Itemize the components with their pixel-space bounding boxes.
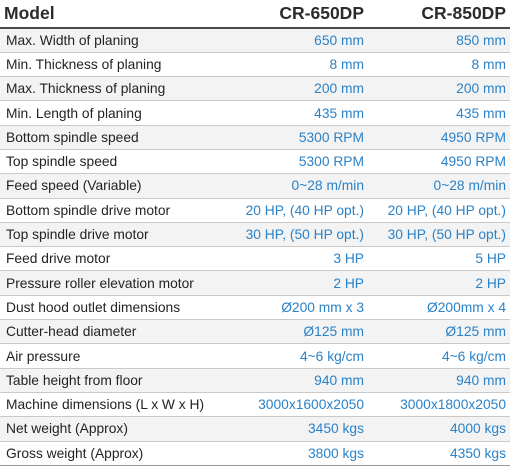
header-model-label: Model bbox=[0, 0, 218, 29]
table-row: Air pressure 4~6 kg/cm 4~6 kg/cm bbox=[0, 343, 510, 369]
spec-value-cr-850dp: 4000 kgs bbox=[368, 416, 510, 442]
spec-value-cr-650dp: 2 HP bbox=[218, 270, 368, 296]
spec-label: Bottom spindle drive motor bbox=[0, 198, 218, 223]
spec-label: Feed drive motor bbox=[0, 246, 218, 272]
spec-value-cr-850dp: 4950 RPM bbox=[368, 149, 510, 175]
spec-label: Feed speed (Variable) bbox=[0, 173, 218, 199]
spec-value-cr-850dp: 2 HP bbox=[368, 270, 510, 296]
spec-label: Net weight (Approx) bbox=[0, 416, 218, 442]
table-row: Feed speed (Variable) 0~28 m/min 0~28 m/mi… bbox=[0, 173, 510, 199]
header-model-cr-850dp: CR-850DP bbox=[368, 0, 510, 29]
table-row: Top spindle speed 5300 RPM 4950 RPM bbox=[0, 149, 510, 175]
spec-value-cr-850dp: 20 HP, (40 HP opt.) bbox=[368, 198, 510, 223]
spec-label: Air pressure bbox=[0, 343, 218, 369]
spec-value-cr-850dp: 5 HP bbox=[368, 246, 510, 272]
spec-value-cr-850dp: 435 mm bbox=[368, 100, 510, 126]
spec-value-cr-850dp: Ø200mm x 4 bbox=[368, 295, 510, 321]
spec-value-cr-650dp: 8 mm bbox=[218, 52, 368, 78]
spec-value-cr-650dp: 3800 kgs bbox=[218, 441, 368, 466]
table-row: Machine dimensions (L x W x H) 3000x1600x… bbox=[0, 392, 510, 418]
header-row: Model CR-650DP CR-850DP bbox=[0, 0, 510, 29]
table-row: Min. Thickness of planing 8 mm 8 mm bbox=[0, 52, 510, 78]
spec-value-cr-650dp: 30 HP, (50 HP opt.) bbox=[218, 222, 368, 248]
spec-value-cr-650dp: 3 HP bbox=[218, 246, 368, 272]
spec-value-cr-650dp: 5300 RPM bbox=[218, 125, 368, 150]
table-row: Bottom spindle speed 5300 RPM 4950 RPM bbox=[0, 125, 510, 150]
spec-label: Max. Thickness of planing bbox=[0, 76, 218, 102]
spec-table-body: Max. Width of planing 650 mm 850 mm Min. Th… bbox=[0, 28, 510, 466]
spec-label: Cutter-head diameter bbox=[0, 319, 218, 345]
spec-value-cr-850dp: 30 HP, (50 HP opt.) bbox=[368, 222, 510, 248]
table-row: Min. Length of planing 435 mm 435 mm bbox=[0, 100, 510, 126]
header-model-cr-650dp: CR-650DP bbox=[218, 0, 368, 29]
spec-value-cr-850dp: 0~28 m/min bbox=[368, 173, 510, 199]
spec-value-cr-850dp: 850 mm bbox=[368, 28, 510, 53]
spec-label: Top spindle speed bbox=[0, 149, 218, 175]
spec-label: Bottom spindle speed bbox=[0, 125, 218, 150]
spec-label: Max. Width of planing bbox=[0, 28, 218, 53]
spec-table-header: Model CR-650DP CR-850DP bbox=[0, 0, 510, 29]
spec-label: Pressure roller elevation motor bbox=[0, 270, 218, 296]
table-row: Top spindle drive motor 30 HP, (50 HP opt… bbox=[0, 222, 510, 248]
spec-value-cr-650dp: 4~6 kg/cm bbox=[218, 343, 368, 369]
spec-value-cr-850dp: Ø125 mm bbox=[368, 319, 510, 345]
spec-value-cr-850dp: 3000x1800x2050 bbox=[368, 392, 510, 418]
spec-value-cr-650dp: 200 mm bbox=[218, 76, 368, 102]
table-row: Dust hood outlet dimensions Ø200 mm x 3 Ø2… bbox=[0, 295, 510, 321]
spec-value-cr-650dp: 0~28 m/min bbox=[218, 173, 368, 199]
spec-label: Dust hood outlet dimensions bbox=[0, 295, 218, 321]
spec-value-cr-650dp: 3450 kgs bbox=[218, 416, 368, 442]
spec-value-cr-650dp: 650 mm bbox=[218, 28, 368, 53]
spec-value-cr-650dp: Ø125 mm bbox=[218, 319, 368, 345]
spec-value-cr-850dp: 4350 kgs bbox=[368, 441, 510, 466]
table-row: Cutter-head diameter Ø125 mm Ø125 mm bbox=[0, 319, 510, 345]
spec-value-cr-650dp: 5300 RPM bbox=[218, 149, 368, 175]
table-row: Max. Width of planing 650 mm 850 mm bbox=[0, 28, 510, 53]
spec-label: Min. Thickness of planing bbox=[0, 52, 218, 78]
spec-value-cr-850dp: 4950 RPM bbox=[368, 125, 510, 150]
table-row: Table height from floor 940 mm 940 mm bbox=[0, 368, 510, 393]
table-row: Pressure roller elevation motor 2 HP 2 HP bbox=[0, 270, 510, 296]
spec-value-cr-850dp: 200 mm bbox=[368, 76, 510, 102]
table-row: Max. Thickness of planing 200 mm 200 mm bbox=[0, 76, 510, 102]
spec-value-cr-850dp: 940 mm bbox=[368, 368, 510, 393]
spec-label: Gross weight (Approx) bbox=[0, 441, 218, 466]
spec-value-cr-650dp: 940 mm bbox=[218, 368, 368, 393]
table-row: Feed drive motor 3 HP 5 HP bbox=[0, 246, 510, 272]
spec-label: Top spindle drive motor bbox=[0, 222, 218, 248]
spec-value-cr-650dp: Ø200 mm x 3 bbox=[218, 295, 368, 321]
spec-value-cr-650dp: 3000x1600x2050 bbox=[218, 392, 368, 418]
spec-label: Machine dimensions (L x W x H) bbox=[0, 392, 218, 418]
spec-value-cr-650dp: 20 HP, (40 HP opt.) bbox=[218, 198, 368, 223]
spec-value-cr-850dp: 8 mm bbox=[368, 52, 510, 78]
spec-value-cr-850dp: 4~6 kg/cm bbox=[368, 343, 510, 369]
table-row: Gross weight (Approx) 3800 kgs 4350 kgs bbox=[0, 441, 510, 466]
spec-value-cr-650dp: 435 mm bbox=[218, 100, 368, 126]
table-row: Net weight (Approx) 3450 kgs 4000 kgs bbox=[0, 416, 510, 442]
spec-label: Min. Length of planing bbox=[0, 100, 218, 126]
table-row: Bottom spindle drive motor 20 HP, (40 HP … bbox=[0, 198, 510, 223]
spec-label: Table height from floor bbox=[0, 368, 218, 393]
